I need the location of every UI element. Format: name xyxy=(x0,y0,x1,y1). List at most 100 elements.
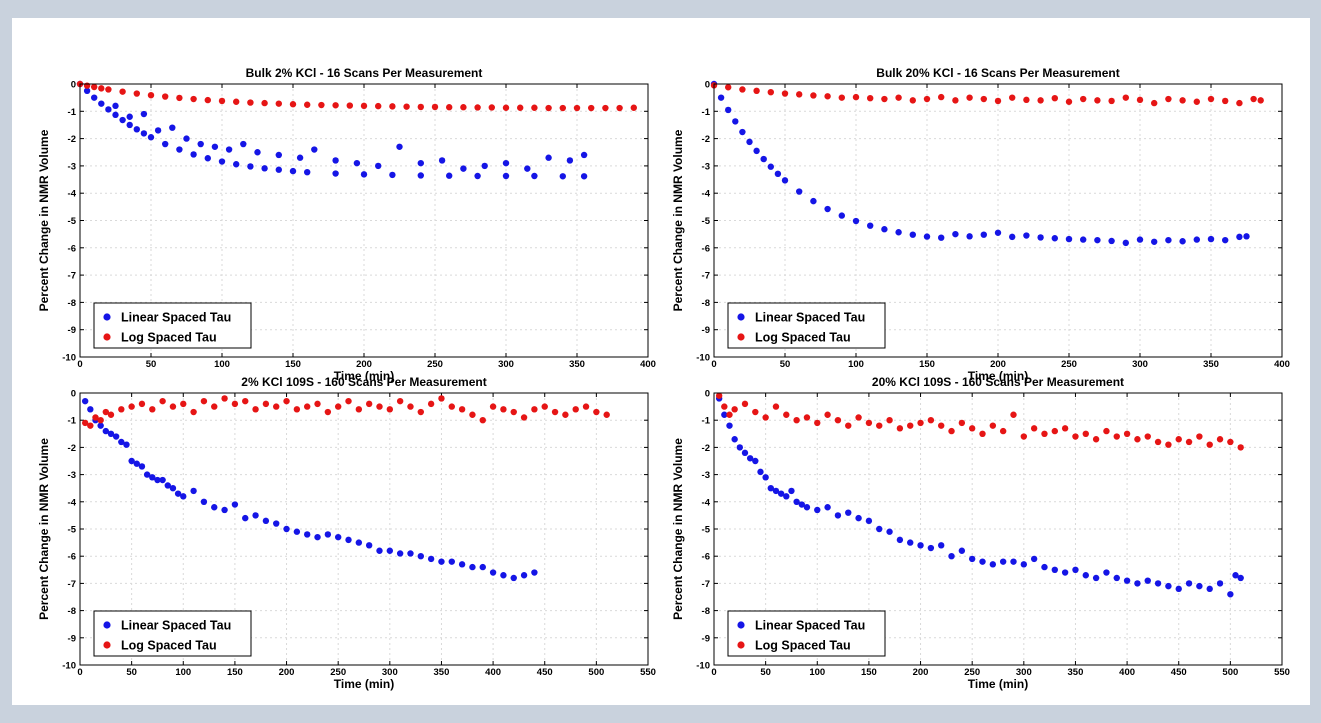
data-point xyxy=(1222,236,1229,244)
data-point xyxy=(559,104,566,112)
chart-title: Bulk 2% KCl - 16 Scans Per Measurement xyxy=(246,66,483,80)
data-point xyxy=(133,460,140,467)
data-point xyxy=(838,212,845,219)
data-point xyxy=(994,229,1002,236)
data-point xyxy=(1136,96,1144,104)
data-point xyxy=(762,474,769,481)
data-point xyxy=(1154,580,1162,587)
x-tick-label: 250 xyxy=(964,667,980,678)
data-point xyxy=(1092,574,1100,582)
x-tick-label: 300 xyxy=(382,667,398,678)
data-point xyxy=(736,444,744,451)
data-point xyxy=(448,558,455,565)
data-point xyxy=(311,146,318,153)
legend-label: Linear Spaced Tau xyxy=(755,311,865,325)
data-point xyxy=(834,417,842,424)
x-tick-label: 400 xyxy=(485,667,501,678)
data-point xyxy=(1175,436,1182,443)
x-tick-label: 250 xyxy=(427,359,443,370)
data-point xyxy=(1179,97,1186,104)
plot-frame xyxy=(79,392,649,666)
data-point xyxy=(1232,572,1239,579)
x-tick-label: 150 xyxy=(285,359,301,370)
data-point xyxy=(190,487,197,495)
series-linear xyxy=(76,80,588,180)
x-tick-label: 300 xyxy=(1132,359,1148,370)
legend-marker xyxy=(103,313,111,321)
data-point xyxy=(788,487,795,495)
data-point xyxy=(907,539,914,546)
data-point xyxy=(376,403,383,410)
data-point xyxy=(304,101,311,108)
data-point xyxy=(721,411,728,418)
data-point xyxy=(810,197,817,205)
y-tick-label: -10 xyxy=(696,353,710,364)
data-point xyxy=(923,233,931,240)
x-tick-label: 450 xyxy=(537,667,553,678)
data-point xyxy=(952,97,959,104)
data-point xyxy=(725,106,732,114)
data-point xyxy=(261,99,268,107)
data-point xyxy=(895,94,902,101)
data-point xyxy=(865,517,873,525)
data-point xyxy=(994,97,1002,105)
legend-box xyxy=(93,302,252,349)
x-tick-label: 500 xyxy=(588,667,604,678)
data-point xyxy=(1196,433,1203,440)
data-point xyxy=(474,104,481,111)
data-point xyxy=(531,104,538,111)
data-point xyxy=(573,104,581,112)
data-point xyxy=(572,406,579,413)
data-point xyxy=(365,400,373,408)
data-point xyxy=(140,110,148,118)
x-tick-label: 250 xyxy=(1061,359,1077,370)
legend-label: Linear Spaced Tau xyxy=(121,619,231,633)
y-tick-label: -9 xyxy=(68,325,76,336)
data-point xyxy=(438,558,445,565)
data-point xyxy=(479,563,486,571)
data-point xyxy=(582,403,590,410)
data-point xyxy=(767,485,774,492)
data-point xyxy=(855,414,862,421)
series-log xyxy=(715,392,1244,451)
data-point xyxy=(824,411,831,418)
data-point xyxy=(403,103,410,110)
data-point xyxy=(886,417,893,424)
data-point xyxy=(1082,572,1089,579)
y-tick-label: -5 xyxy=(68,216,77,227)
data-point xyxy=(247,163,254,170)
data-point xyxy=(886,528,893,535)
data-point xyxy=(97,417,104,424)
data-point xyxy=(1113,433,1120,440)
data-point xyxy=(762,414,769,421)
data-point xyxy=(345,397,352,405)
data-point xyxy=(1037,97,1044,104)
data-point xyxy=(375,102,382,110)
figure-sheet: 0 50 100 150 200 250 300 350 400 0 -1 -2 -3 -4 -5 -6 -7 -… xyxy=(12,18,1310,705)
data-point xyxy=(510,408,517,416)
x-tick-label: 0 xyxy=(77,667,82,678)
data-point xyxy=(783,411,790,418)
data-point xyxy=(174,490,182,497)
data-point xyxy=(176,146,183,153)
data-point xyxy=(345,536,352,544)
data-point xyxy=(948,553,955,560)
data-point xyxy=(781,90,789,97)
data-point xyxy=(1094,236,1101,244)
data-point xyxy=(1113,574,1120,582)
x-tick-label: 200 xyxy=(913,667,929,678)
data-point xyxy=(247,99,254,106)
data-point xyxy=(169,124,176,131)
y-tick-label: 0 xyxy=(705,389,710,400)
data-point xyxy=(1134,580,1141,587)
data-point xyxy=(717,94,725,101)
data-point xyxy=(458,561,466,568)
data-point xyxy=(138,400,146,408)
y-tick-label: -1 xyxy=(702,416,711,427)
data-point xyxy=(1009,233,1016,241)
data-point xyxy=(123,441,130,448)
data-point xyxy=(262,400,270,408)
chart-panel-3: 0 50 100 150 200 250 300 350 400 450 500 550 0 -1 -2 -3… xyxy=(37,375,656,691)
data-point xyxy=(275,151,282,159)
data-point xyxy=(616,104,623,112)
